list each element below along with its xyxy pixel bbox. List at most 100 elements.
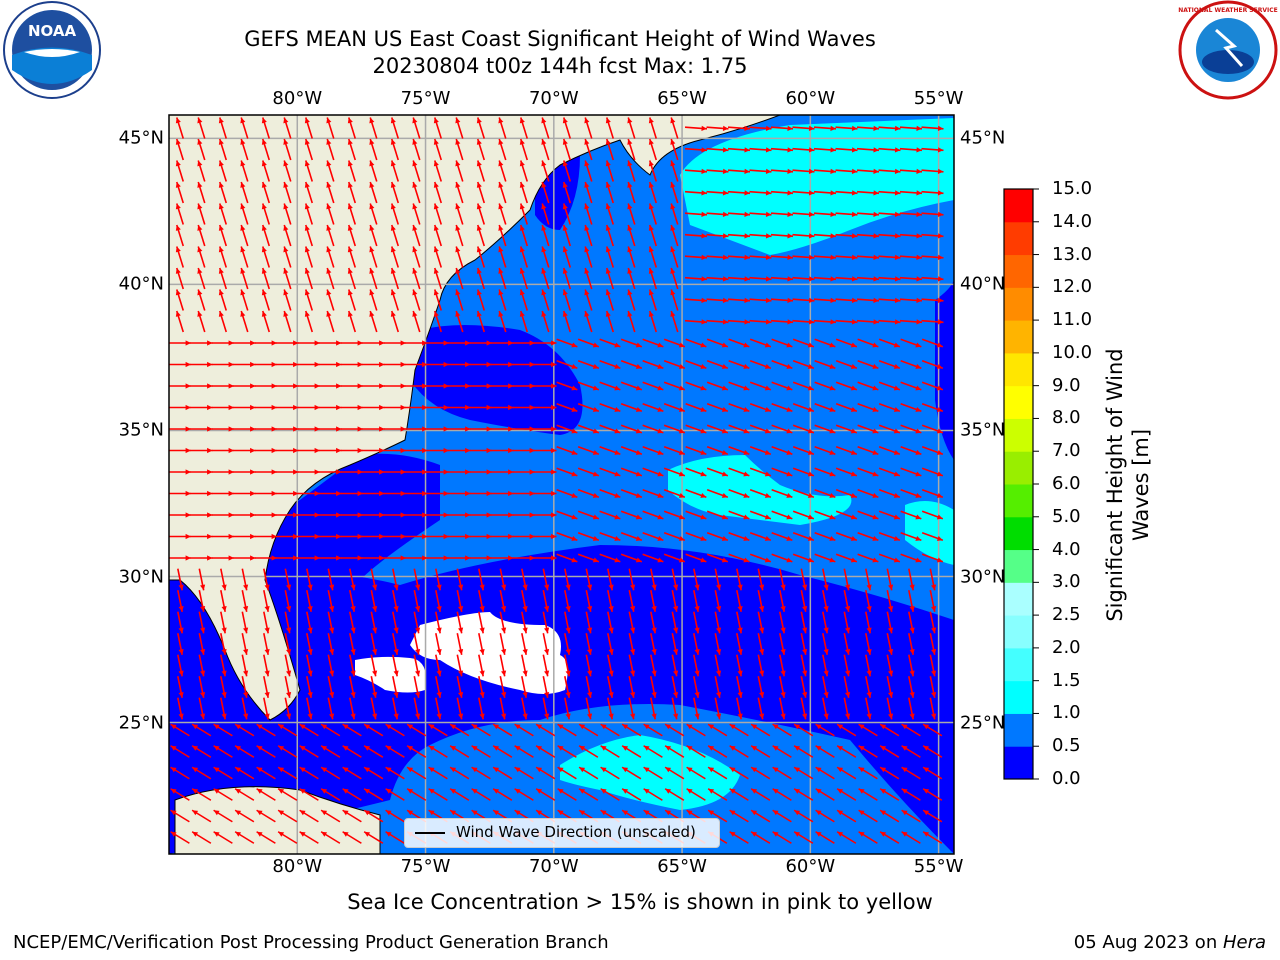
wave-direction-arrow: [427, 490, 449, 497]
wave-direction-arrow: [878, 338, 901, 348]
wave-direction-arrow: [642, 338, 664, 348]
wave-direction-arrow: [362, 426, 385, 432]
wave-direction-arrow: [240, 203, 249, 225]
lat-label-right: 45°N: [960, 127, 1006, 149]
wave-direction-arrow: [771, 467, 793, 477]
wave-direction-arrow: [471, 723, 491, 737]
wave-direction-arrow: [240, 138, 249, 161]
wave-direction-arrow: [685, 510, 707, 520]
wave-direction-arrow: [456, 590, 464, 612]
wave-direction-arrow: [197, 138, 206, 161]
wave-direction-arrow: [707, 723, 728, 737]
wave-direction-arrow: [729, 745, 749, 758]
wave-direction-arrow: [390, 138, 400, 161]
wave-direction-arrow: [901, 809, 921, 823]
wave-direction-arrow: [749, 168, 772, 174]
wave-direction-arrow: [771, 424, 793, 434]
wave-direction-arrow: [684, 147, 708, 153]
wave-direction-arrow: [792, 125, 815, 131]
wave-direction-arrow: [240, 160, 249, 182]
wave-direction-arrow: [170, 831, 190, 844]
wave-direction-arrow: [815, 788, 835, 801]
wave-direction-arrow: [392, 676, 399, 698]
wave-direction-arrow: [921, 211, 944, 217]
wave-direction-arrow: [564, 697, 571, 720]
wave-direction-arrow: [628, 568, 636, 591]
wave-direction-arrow: [470, 426, 492, 432]
footer-credit: NCEP/EMC/Verification Post Processing Pr…: [13, 932, 609, 953]
wave-direction-arrow: [412, 160, 421, 182]
wave-direction-arrow: [727, 168, 751, 174]
wave-direction-arrow: [835, 467, 858, 477]
wave-direction-arrow: [779, 654, 786, 677]
wave-direction-arrow: [284, 697, 292, 720]
wave-direction-arrow: [878, 254, 901, 260]
wave-direction-arrow: [304, 289, 314, 311]
wave-direction-arrow: [835, 510, 858, 520]
wave-direction-arrow: [714, 611, 722, 634]
wave-direction-arrow: [405, 512, 428, 518]
wave-direction-arrow: [727, 211, 751, 217]
colorbar-segment: [1004, 549, 1033, 583]
wave-direction-arrow: [856, 147, 880, 153]
colorbar-title: Significant Height of Wind Waves [m]: [1102, 348, 1154, 621]
wave-direction-arrow: [585, 590, 593, 612]
colorbar-segment: [1004, 320, 1033, 354]
wave-direction-arrow: [427, 404, 449, 411]
wave-direction-arrow: [491, 490, 514, 497]
wave-direction-arrow: [284, 654, 292, 677]
wave-direction-arrow: [255, 404, 277, 411]
wave-direction-arrow: [792, 488, 815, 499]
wave-direction-arrow: [577, 531, 600, 542]
wave-direction-arrow: [663, 510, 686, 520]
wave-direction-arrow: [534, 383, 557, 389]
wave-direction-arrow: [384, 404, 406, 411]
wave-direction-arrow: [771, 338, 793, 348]
wave-direction-arrow: [390, 289, 400, 311]
wave-direction-arrow: [427, 512, 449, 518]
wave-direction-arrow: [792, 553, 815, 563]
wave-direction-arrow: [663, 402, 686, 413]
wave-direction-arrow: [470, 383, 492, 389]
wave-direction-arrow: [326, 246, 335, 268]
wave-direction-arrow: [814, 402, 836, 413]
wave-direction-arrow: [519, 138, 529, 161]
wave-direction-arrow: [392, 633, 399, 655]
wave-direction-arrow: [455, 246, 464, 268]
wave-direction-arrow: [886, 633, 894, 655]
no-data-region: [410, 612, 568, 694]
wave-direction-arrow: [879, 809, 900, 823]
wave-direction-arrow: [648, 138, 658, 161]
wave-direction-arrow: [835, 254, 858, 260]
wave-direction-arrow: [800, 697, 808, 720]
wave-direction-arrow: [620, 553, 643, 563]
wave-direction-arrow: [857, 553, 879, 563]
wave-direction-arrow: [191, 766, 212, 780]
wave-direction-arrow: [835, 211, 858, 217]
wave-direction-arrow: [370, 633, 378, 655]
wave-direction-arrow: [369, 310, 378, 333]
wave-direction-arrow: [706, 190, 729, 196]
wave-direction-arrow: [284, 611, 292, 634]
wave-direction-arrow: [878, 168, 901, 174]
wave-direction-arrow: [212, 555, 234, 561]
wave-direction-arrow: [276, 404, 299, 411]
wave-direction-arrow: [362, 404, 385, 411]
wave-direction-arrow: [706, 531, 729, 542]
wave-direction-arrow: [727, 254, 751, 260]
wave-direction-arrow: [706, 125, 729, 131]
wave-direction-arrow: [771, 488, 793, 499]
wave-direction-arrow: [779, 697, 786, 720]
wave-direction-arrow: [455, 267, 464, 290]
wave-direction-arrow: [577, 402, 600, 413]
wave-direction-arrow: [197, 267, 206, 290]
wave-direction-arrow: [685, 488, 707, 499]
wave-direction-arrow: [627, 138, 636, 161]
wave-direction-arrow: [177, 611, 184, 634]
wave-direction-arrow: [298, 340, 320, 346]
wave-direction-arrow: [213, 831, 233, 844]
wave-direction-arrow: [835, 168, 858, 174]
wave-direction-arrow: [220, 654, 227, 677]
wave-direction-arrow: [706, 168, 729, 174]
wave-direction-arrow: [605, 246, 615, 268]
